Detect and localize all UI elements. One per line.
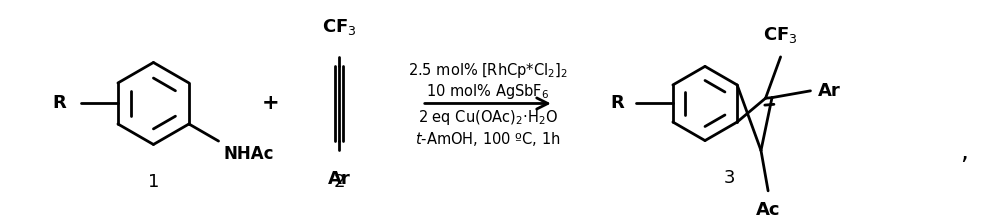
- Text: NHAc: NHAc: [223, 145, 274, 163]
- Text: $t$-AmOH, 100 ºC, 1h: $t$-AmOH, 100 ºC, 1h: [415, 130, 561, 148]
- Text: Ar: Ar: [328, 170, 350, 188]
- Text: 3: 3: [724, 169, 735, 187]
- Text: Ar: Ar: [818, 82, 841, 100]
- Text: CF$_3$: CF$_3$: [763, 25, 798, 45]
- Text: 10 mol% AgSbF$_6$: 10 mol% AgSbF$_6$: [426, 82, 549, 101]
- Text: CF$_3$: CF$_3$: [322, 17, 356, 37]
- Text: 2.5 mol% [RhCp*Cl$_2$]$_2$: 2.5 mol% [RhCp*Cl$_2$]$_2$: [408, 61, 568, 80]
- Text: 2 eq Cu(OAc)$_2$·H$_2$O: 2 eq Cu(OAc)$_2$·H$_2$O: [418, 108, 558, 127]
- Text: ,: ,: [960, 140, 968, 164]
- Text: 1: 1: [148, 172, 159, 190]
- Text: 2: 2: [333, 172, 345, 190]
- Text: +: +: [262, 93, 279, 113]
- Text: Ac: Ac: [756, 201, 780, 219]
- Text: R: R: [610, 95, 624, 113]
- Text: R: R: [52, 95, 66, 113]
